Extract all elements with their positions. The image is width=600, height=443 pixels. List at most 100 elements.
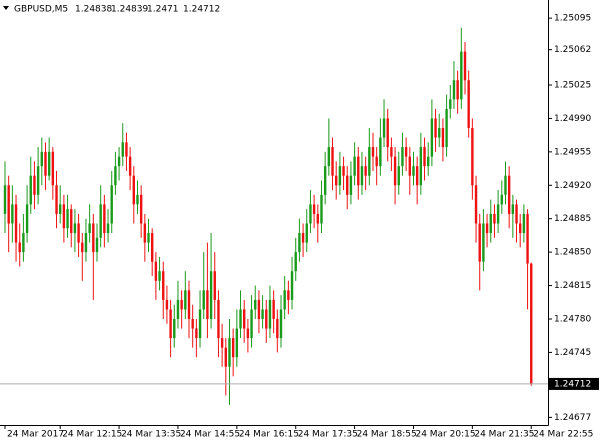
candle-body [88,223,91,234]
candle-body [357,156,360,186]
candle-body [408,156,411,176]
candle-body [231,338,235,358]
candle-body [467,80,470,128]
candle-body [51,151,55,186]
candle-body [239,309,242,329]
y-tick-label: 1.25095 [554,14,591,24]
y-tick-label: 1.24677 [554,413,591,423]
candle-body [298,233,301,253]
candle-body [22,233,25,253]
candle-body [11,204,14,224]
candle-body [40,151,43,167]
candle-body [139,194,143,224]
candle-body [62,204,66,229]
candle-body [393,156,397,186]
candle-body [121,142,124,157]
x-tick-label: 24 Mar 12:15 [62,430,122,440]
candle-body [81,242,84,253]
current-price-box [549,377,599,390]
candle-body [338,166,342,186]
candle-body [165,299,169,310]
candle-body [70,209,73,234]
candle-body [261,309,264,319]
candle-body [287,290,290,300]
x-tick-label: 24 Mar 13:35 [121,430,181,440]
candle-body [147,233,150,243]
candle-body [412,166,415,176]
candle-body [368,147,371,176]
candle-body [504,175,507,195]
candle-body [511,204,515,214]
candle-body [323,166,327,195]
candle-body [84,233,88,253]
candle-body [206,290,209,319]
candle-body [136,194,139,205]
candle-body [342,166,345,176]
candle-body [151,233,154,262]
candle-body [312,204,316,214]
candle-body [257,299,261,319]
x-tick-label: 24 Mar 21:35 [474,430,534,440]
candle-body [44,151,47,176]
x-tick-label: 24 Mar 14:55 [180,430,240,440]
candle-body [485,223,489,234]
candle-body [386,118,389,148]
candle-body [335,175,338,186]
candle-body [73,223,77,234]
menu-arrow[interactable] [3,6,9,10]
candle-body [438,127,441,138]
candle-body [191,318,194,329]
current-price-label: 1.24712 [554,379,591,389]
candle-body [265,309,268,329]
candle-body [496,204,500,224]
candle-body [180,299,183,310]
candle-body [3,185,7,214]
candle-body [397,166,400,186]
candle-body [55,185,58,214]
candle-body [301,233,305,243]
x-tick-label: 24 Mar 20:15 [415,430,475,440]
candle-body [132,175,135,205]
candle-body [66,209,69,229]
candle-body [243,309,246,329]
candle-body [474,185,478,224]
candle-body [158,271,161,281]
y-tick-label: 1.24815 [554,281,591,291]
candle-body [213,271,216,300]
candle-body [423,147,426,167]
candle-body [360,166,364,186]
y-tick-label: 1.25025 [554,81,591,91]
candle-body [209,271,213,319]
candle-body [110,185,113,224]
candle-body [427,156,430,167]
candle-body [419,147,423,186]
candle-body [375,156,378,167]
candle-body [33,175,36,195]
candle-body [143,223,147,243]
x-tick-label: 24 Mar 17:35 [298,430,358,440]
candle-body [441,127,445,148]
candle-body [526,213,529,264]
candle-body [507,175,511,214]
x-tick-label: 24 Mar 22:55 [533,430,593,440]
y-tick-label: 1.24990 [554,114,591,124]
candle-body [59,204,62,214]
candle-body [18,242,21,253]
x-tick-label: 24 Mar 16:15 [239,430,299,440]
candle-body [162,271,165,300]
candle-body [224,347,227,367]
candle-body [415,166,419,186]
y-tick-label: 1.25062 [554,45,591,55]
candle-body [493,213,496,224]
candle-body [316,213,319,224]
candle-body [173,318,176,339]
candle-body [250,309,253,339]
candle-body [522,213,526,234]
candle-body [195,328,198,339]
candle-body [515,204,518,224]
candle-body [294,252,297,272]
y-tick-label: 1.24780 [554,314,591,324]
header-open: 1.24838 [75,5,112,15]
candle-body [114,166,117,186]
